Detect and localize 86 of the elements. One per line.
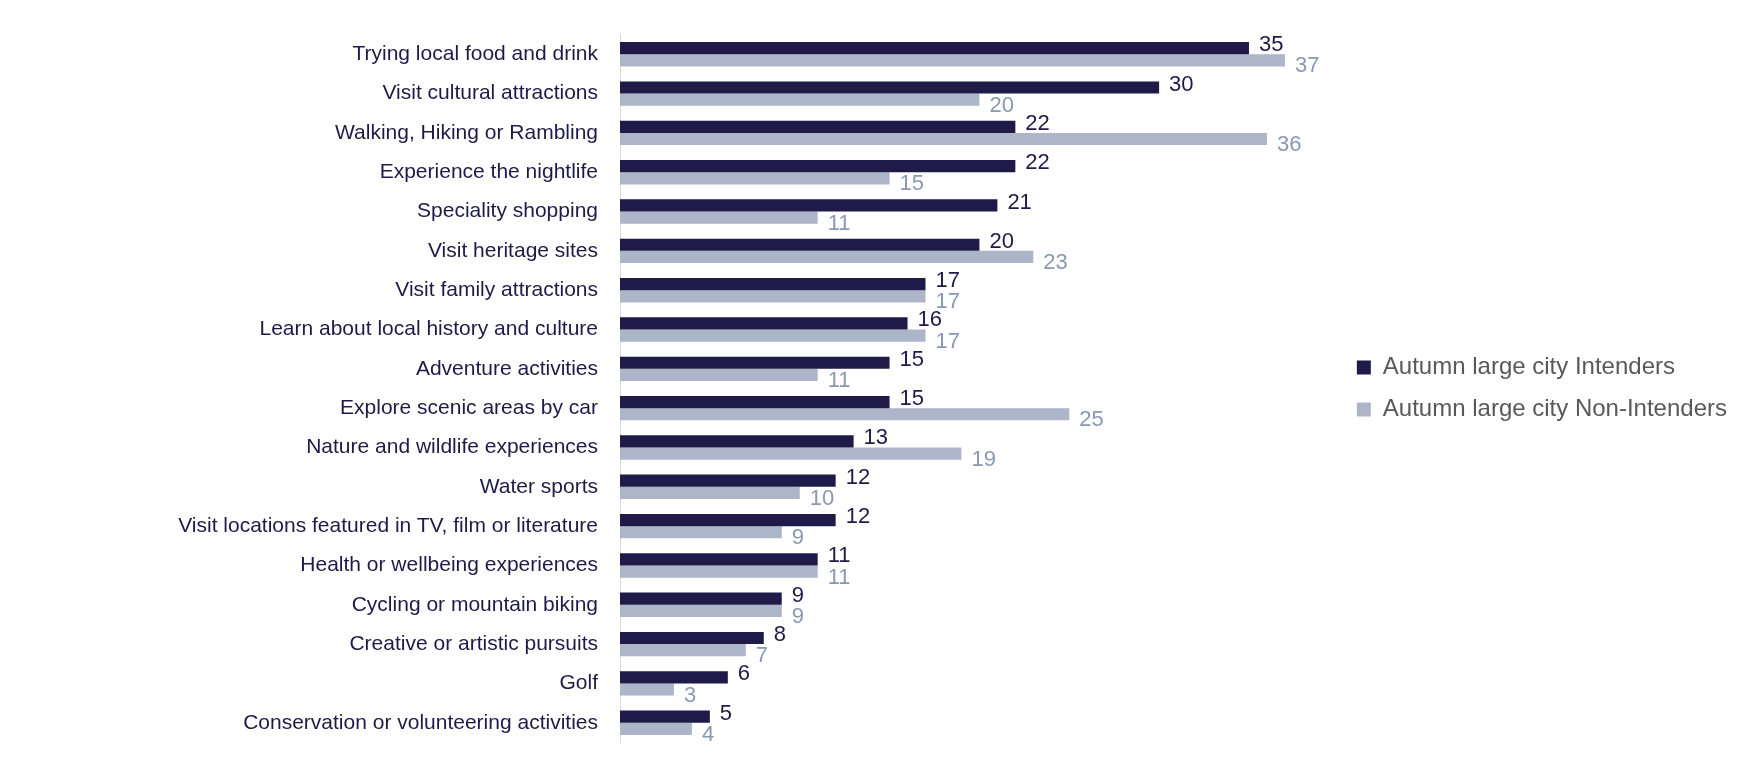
bar — [620, 290, 926, 303]
bar — [620, 435, 854, 448]
bar — [620, 474, 836, 487]
bar — [620, 356, 890, 369]
legend-label: Autumn large city Intenders — [1382, 352, 1675, 380]
bar — [620, 42, 1249, 55]
bar — [620, 710, 710, 723]
bar — [620, 683, 674, 696]
data-label: 37 — [1294, 52, 1320, 78]
y-tick-label: Health or wellbeing experiences — [300, 552, 598, 576]
data-label: 25 — [1079, 406, 1104, 432]
bar — [620, 644, 746, 657]
bar — [620, 722, 692, 735]
bar — [620, 81, 1160, 94]
y-tick-label: Creative or artistic pursuits — [349, 630, 598, 654]
bar — [620, 486, 800, 499]
data-label: 8 — [773, 621, 787, 647]
legend-label: Autumn large city Non-Intenders — [1382, 394, 1727, 422]
bar — [620, 592, 782, 605]
bar — [620, 172, 890, 185]
data-label: 6 — [737, 660, 751, 686]
y-tick-label: Visit cultural attractions — [382, 80, 598, 104]
data-label: 11 — [827, 209, 851, 235]
data-label: 21 — [1007, 188, 1032, 214]
bar — [620, 604, 782, 617]
bar — [620, 278, 926, 291]
bar — [620, 54, 1285, 67]
data-label: 12 — [845, 503, 871, 529]
y-tick-label: Learn about local history and culture — [259, 316, 598, 340]
bar — [620, 447, 962, 460]
bar — [620, 317, 908, 330]
bar — [620, 408, 1070, 421]
y-tick-label: Visit family attractions — [395, 276, 598, 300]
bar — [620, 199, 998, 212]
data-label: 20 — [989, 227, 1014, 253]
bar — [620, 238, 980, 251]
data-label: 17 — [935, 327, 960, 353]
bar — [620, 513, 836, 527]
bar — [620, 395, 890, 409]
y-tick-label: Water sports — [479, 473, 598, 497]
data-label: 35 — [1258, 31, 1284, 57]
y-tick-label: Visit locations featured in TV, film or literature — [178, 512, 598, 536]
data-label: 11 — [827, 367, 851, 392]
data-label: 13 — [863, 424, 889, 450]
y-tick-label: Trying local food and drink — [352, 41, 599, 65]
bar — [620, 368, 818, 382]
data-label: 15 — [899, 170, 925, 196]
data-label: 20 — [989, 91, 1014, 117]
bar — [620, 211, 818, 224]
y-tick-label: Adventure activities — [415, 355, 598, 379]
bar — [620, 250, 1034, 264]
y-tick-label: Nature and wildlife experiences — [306, 434, 598, 458]
bar — [620, 553, 818, 566]
bar — [620, 631, 764, 645]
y-tick-label: Conservation or volunteering activities — [243, 709, 598, 733]
y-tick-label: Experience the nightlife — [379, 159, 598, 183]
data-label: 23 — [1043, 249, 1068, 275]
bar — [620, 671, 728, 684]
data-label: 15 — [899, 385, 925, 411]
data-label: 3 — [683, 681, 697, 707]
data-label: 7 — [755, 642, 769, 668]
y-tick-label: Cycling or mountain biking — [351, 591, 598, 615]
bar — [620, 93, 980, 106]
bar — [620, 132, 1267, 146]
y-tick-label: Golf — [559, 670, 599, 694]
data-label: 36 — [1276, 131, 1302, 157]
y-tick-label: Visit heritage sites — [427, 237, 598, 261]
data-label: 22 — [1025, 149, 1050, 175]
bar — [620, 120, 1016, 133]
y-tick-label: Explore scenic areas by car — [340, 394, 598, 418]
data-label: 30 — [1169, 70, 1194, 96]
y-tick-label: Speciality shopping — [417, 198, 598, 222]
data-label: 22 — [1025, 109, 1050, 135]
data-label: 12 — [845, 463, 871, 489]
data-label: 4 — [701, 720, 715, 746]
data-label: 17 — [935, 267, 960, 293]
data-label: 5 — [719, 699, 733, 725]
y-tick-label: Walking, Hiking or Rambling — [335, 119, 598, 143]
bar — [620, 160, 1016, 173]
bar — [620, 329, 926, 342]
data-label: 15 — [899, 345, 925, 371]
data-label: 10 — [809, 484, 835, 510]
data-label: 9 — [791, 524, 804, 550]
data-label: 19 — [971, 445, 996, 471]
bar — [620, 526, 782, 539]
bar — [620, 565, 818, 578]
